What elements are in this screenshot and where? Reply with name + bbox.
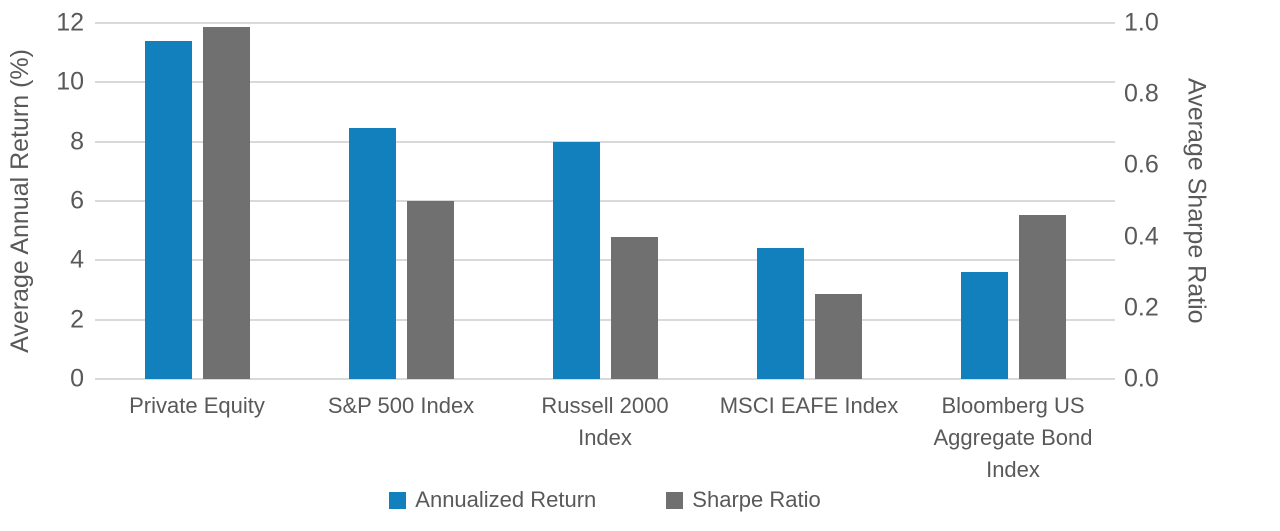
right-axis-tick-label: 1.0 — [1124, 8, 1159, 37]
left-axis-tick-label: 8 — [70, 127, 84, 156]
legend: Annualized Return Sharpe Ratio — [95, 487, 1115, 513]
category-label-line: Private Equity — [129, 393, 265, 418]
category-label-line: Bloomberg US — [941, 393, 1085, 418]
gridline — [95, 200, 1115, 202]
gridline — [95, 378, 1115, 380]
category-label-line: Index — [578, 425, 632, 450]
left-axis-tick-label: 6 — [70, 186, 84, 215]
category-labels: Private Equity S&P 500 Index Russell 2000 I… — [95, 390, 1115, 486]
sharpe-ratio-bar — [1018, 215, 1066, 379]
left-axis-ticks: 0 2 4 6 8 10 12 — [0, 10, 84, 391]
right-axis-title-text: Average Sharpe Ratio — [1182, 78, 1211, 324]
right-axis-tick-label: 0.0 — [1124, 364, 1159, 393]
right-axis-title: Average Sharpe Ratio — [1178, 23, 1214, 379]
category-label: Private Equity — [95, 390, 299, 486]
bar-group — [707, 23, 911, 379]
bar-groups — [95, 23, 1115, 379]
category-label-line: Russell 2000 — [541, 393, 669, 418]
plot-area — [95, 22, 1115, 380]
gridline — [95, 22, 1115, 24]
right-axis-tick-label: 0.4 — [1124, 222, 1159, 251]
left-axis-tick-label: 0 — [70, 364, 84, 393]
sharpe-ratio-bar — [814, 293, 862, 379]
legend-label: Annualized Return — [415, 487, 597, 512]
category-label-line: MSCI EAFE Index — [719, 393, 899, 418]
annualized-return-bar — [552, 141, 600, 379]
right-axis-tick-label: 0.8 — [1124, 79, 1159, 108]
category-label: MSCI EAFE Index — [707, 390, 911, 486]
bar-group — [95, 23, 299, 379]
legend-item: Sharpe Ratio — [666, 487, 821, 513]
category-label-line: Index — [986, 457, 1040, 482]
left-axis-tick-label: 2 — [70, 305, 84, 334]
left-axis-tick-label: 12 — [56, 8, 84, 37]
annualized-return-bar — [348, 128, 396, 379]
category-label: S&P 500 Index — [299, 390, 503, 486]
bar-group — [911, 23, 1115, 379]
gridline — [95, 140, 1115, 143]
sharpe-ratio-bar — [406, 201, 454, 379]
legend-label: Sharpe Ratio — [692, 487, 821, 512]
legend-swatch — [389, 491, 407, 509]
category-label-line: Aggregate Bond — [933, 425, 1093, 450]
annualized-return-bar — [960, 272, 1008, 379]
category-label: Russell 2000 Index — [503, 390, 707, 486]
category-label-line: S&P 500 Index — [327, 393, 475, 418]
category-label: Bloomberg US Aggregate Bond Index — [911, 390, 1115, 486]
legend-item: Annualized Return — [389, 487, 596, 513]
left-axis-tick-label: 10 — [56, 67, 84, 96]
sharpe-ratio-bar — [202, 26, 250, 379]
annualized-return-bar — [756, 248, 804, 379]
sharpe-ratio-bar — [610, 236, 658, 379]
gridline — [95, 81, 1115, 84]
right-axis-tick-label: 0.6 — [1124, 150, 1159, 179]
legend-swatch — [666, 491, 684, 509]
gridline — [95, 259, 1115, 262]
bar-group — [299, 23, 503, 379]
gridline — [95, 318, 1115, 321]
annualized-return-bar — [144, 40, 192, 379]
bar-group — [503, 23, 707, 379]
left-axis-tick-label: 4 — [70, 245, 84, 274]
right-axis-ticks: 0.0 0.2 0.4 0.6 0.8 1.0 — [1124, 10, 1184, 391]
right-axis-tick-label: 0.2 — [1124, 293, 1159, 322]
